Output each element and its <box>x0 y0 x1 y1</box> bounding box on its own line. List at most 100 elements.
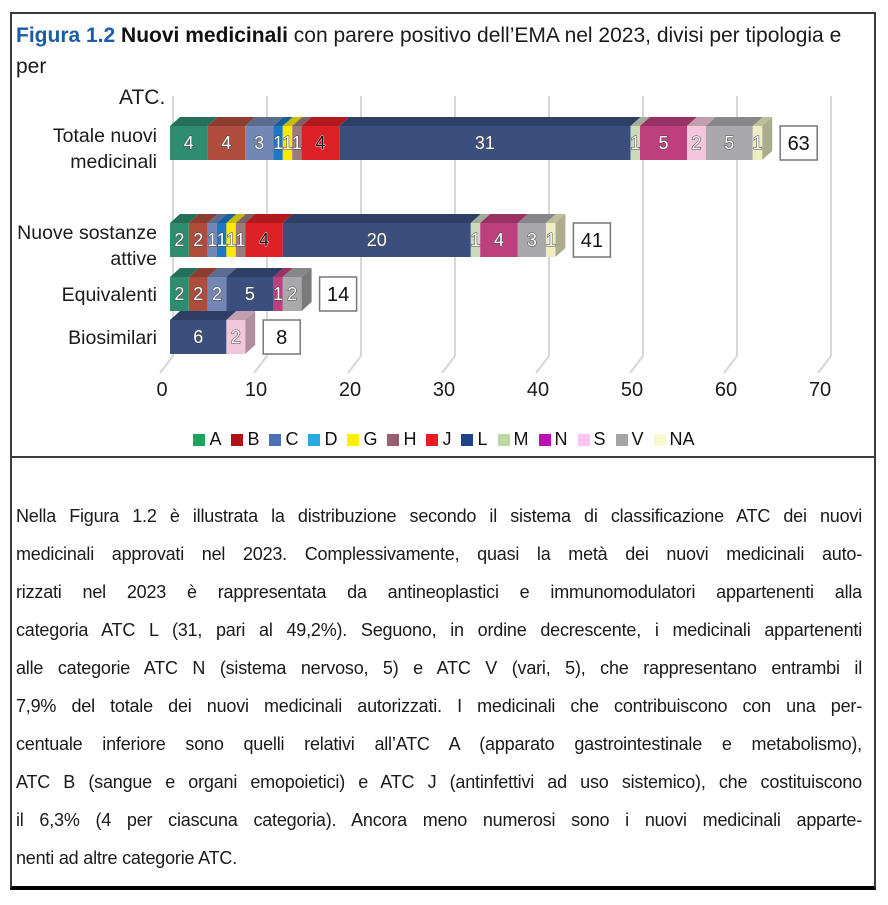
bar-segment-top <box>630 117 650 126</box>
bar-segment-top <box>752 117 773 126</box>
legend-swatch-J <box>426 433 439 446</box>
bar-segment-side <box>555 214 566 257</box>
legend-item-J: J <box>426 429 451 450</box>
bar-segment-N <box>480 223 518 257</box>
bar-segment-V <box>517 223 546 257</box>
segment-value: 1 <box>630 133 640 153</box>
legend-swatch-M <box>497 433 510 446</box>
x-tick-label: 0 <box>156 379 167 401</box>
bar-segment-top <box>640 117 697 126</box>
bar-segment-NA <box>546 223 556 257</box>
segment-value: 4 <box>184 133 194 153</box>
bar-segment-top <box>282 214 481 223</box>
legend-label: M <box>513 429 529 449</box>
segment-value: 1 <box>207 230 217 250</box>
bar-segment-top <box>170 268 199 277</box>
legend-item-A: A <box>193 429 221 450</box>
body-line: rizzati nel 2023 è rappresentata da anti… <box>16 582 862 602</box>
total-label-box <box>318 276 358 312</box>
x-tick-label: 30 <box>433 379 455 401</box>
bar-row-4: Biosimilari 6 2 8 <box>68 311 301 355</box>
body-line: 7,9% del totale dei nuovi medicinali aut… <box>16 696 862 716</box>
segment-value: 3 <box>527 230 537 250</box>
x-tick-label: 60 <box>715 379 737 401</box>
segment-value: 1 <box>470 230 480 250</box>
bar-segment-A <box>170 126 208 160</box>
bar-segment-B <box>207 126 246 160</box>
segment-value: 1 <box>235 230 245 250</box>
x-tick-label: 70 <box>809 379 831 401</box>
bar-segment-S <box>226 320 246 354</box>
legend-swatch-N <box>538 433 551 446</box>
legend-label: D <box>324 429 338 449</box>
segment-value: 31 <box>475 133 495 153</box>
figure-label: Figura 1.2 <box>16 24 116 47</box>
segment-value: 4 <box>494 230 504 250</box>
bar-segment-top <box>480 214 528 223</box>
figure-title-rest: con parere positivo dell’EMA nel 2023, d… <box>16 24 842 78</box>
legend-item-NA: NA <box>653 429 695 450</box>
body-line: alle categorie ATC N (sistema nervoso, 5… <box>16 658 862 678</box>
bar-segment-L <box>226 277 274 311</box>
bar-segment-NA <box>752 126 763 160</box>
x-tick-label: 50 <box>621 379 643 401</box>
legend-swatch-V <box>615 433 628 446</box>
legend-label: V <box>631 429 644 449</box>
bar-segment-V <box>282 277 302 311</box>
bar-segment-top <box>188 214 218 223</box>
x-tick-label: 10 <box>245 379 267 401</box>
legend-item-B: B <box>231 429 259 450</box>
body-paragraph: Nella Figura 1.2 è illustrata la distrib… <box>16 497 862 877</box>
bar-row-3: Equivalenti 2 2 2 5 1 2 14 <box>62 268 358 312</box>
bar-segment-top <box>170 214 199 223</box>
bar-segment-S <box>687 126 706 160</box>
bar-segment-D <box>273 126 283 160</box>
legend-swatch-S <box>577 433 590 446</box>
legend-swatch-G <box>347 433 360 446</box>
bar-segment-L <box>170 320 227 354</box>
bar-segment-L <box>282 223 471 257</box>
bar-segment-top <box>282 117 303 126</box>
legend-label: J <box>442 429 452 449</box>
bar-segment-L <box>339 126 631 160</box>
segment-value: 4 <box>259 230 269 250</box>
bar-segment-side <box>762 117 773 160</box>
bar-segment-C <box>207 277 227 311</box>
legend-label: C <box>285 429 299 449</box>
bar-segment-B <box>188 223 208 257</box>
bar-segment-top <box>207 117 256 126</box>
bar-segment-C <box>207 223 217 257</box>
bar-segment-M <box>470 223 481 257</box>
bar-segment-top <box>235 214 256 223</box>
legend-item-G: G <box>347 429 377 450</box>
figure-frame <box>10 12 876 890</box>
segment-value: 4 <box>315 133 325 153</box>
body-line: centuale inferiore sono quelli relativi … <box>16 734 862 754</box>
category-label: Equivalenti <box>62 284 157 306</box>
legend-label: G <box>363 429 378 449</box>
segment-value: 5 <box>658 133 668 153</box>
legend-label: A <box>209 429 222 449</box>
body-line: Nella Figura 1.2 è illustrata la distrib… <box>16 506 862 526</box>
legend-swatch-L <box>461 433 474 446</box>
segment-value: 1 <box>217 230 227 250</box>
segment-value: 5 <box>245 284 255 304</box>
bar-segment-top <box>546 214 566 223</box>
segment-value: 2 <box>691 133 701 153</box>
bar-segment-top <box>301 117 350 126</box>
total-value: 14 <box>327 284 349 306</box>
bar-segment-J <box>245 223 283 257</box>
legend-swatch-D <box>308 433 321 446</box>
legend-swatch-NA <box>653 433 666 446</box>
bar-segment-top <box>226 214 246 223</box>
legend-item-D: D <box>308 429 337 450</box>
bar-segment-C <box>245 126 274 160</box>
total-label-box <box>779 125 818 161</box>
bar-segment-A <box>170 277 189 311</box>
body-line: nenti ad altre categorie ATC. <box>16 848 237 868</box>
bar-segment-side <box>245 311 256 354</box>
segment-value: 2 <box>212 284 222 304</box>
category-label: Totale nuovi <box>53 125 157 147</box>
total-value: 41 <box>581 230 603 252</box>
segment-value: 1 <box>273 284 283 304</box>
